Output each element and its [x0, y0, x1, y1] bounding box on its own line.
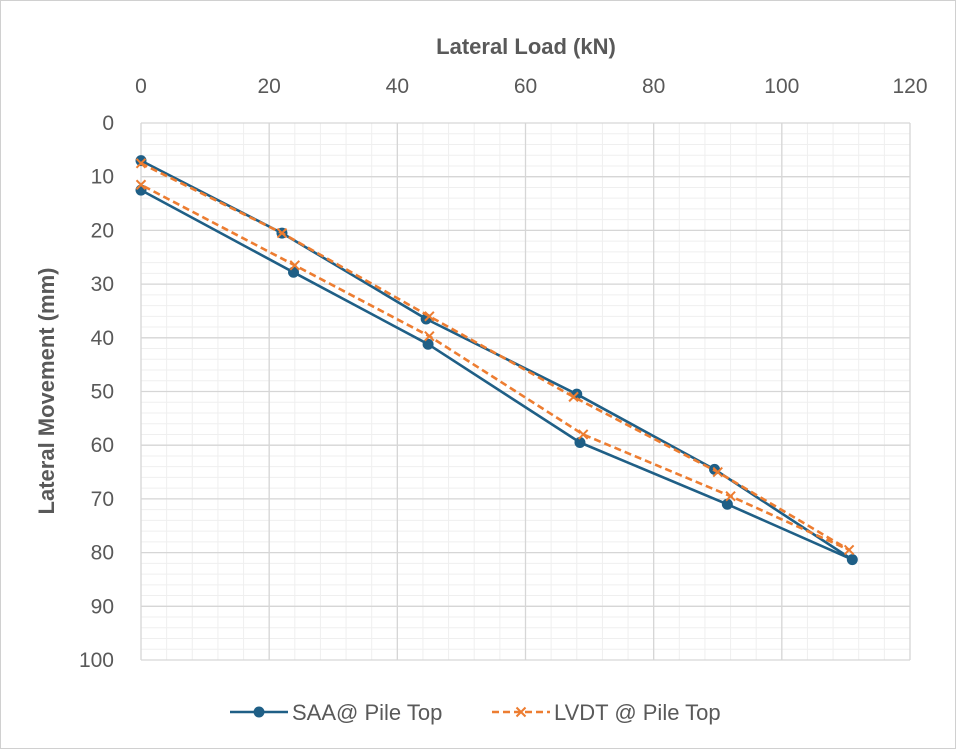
data-point — [422, 338, 434, 350]
marker-stroke — [515, 706, 527, 718]
y-tick-label: 30 — [91, 273, 114, 296]
x-tick-label: 0 — [135, 75, 147, 98]
marker-stroke — [712, 466, 723, 478]
marker-stroke — [424, 330, 435, 342]
legend: SAA@ Pile Top LVDT @ Pile Top — [230, 700, 721, 725]
data-point — [843, 544, 855, 556]
marker-stroke — [577, 429, 589, 440]
legend-swatch-marker — [253, 706, 265, 718]
x-tick-label: 20 — [257, 75, 280, 98]
y-tick-label: 80 — [91, 542, 114, 565]
y-tick-label: 50 — [91, 381, 114, 404]
data-point — [289, 260, 301, 271]
marker-stroke — [424, 311, 435, 322]
data-point — [135, 179, 147, 190]
x-tick-label: 40 — [386, 75, 409, 98]
legend-item: SAA@ Pile Top — [230, 700, 442, 725]
series-layer — [135, 155, 858, 566]
legend-item: LVDT @ Pile Top — [492, 700, 721, 725]
y-tick-label: 0 — [102, 112, 114, 135]
x-axis-title: Lateral Load (kN) — [436, 34, 616, 59]
data-point — [846, 554, 858, 566]
marker-stroke — [276, 227, 288, 239]
x-tick-label: 100 — [764, 75, 799, 98]
data-point — [712, 466, 723, 478]
data-point — [276, 227, 288, 239]
data-point — [577, 429, 589, 440]
marker-stroke — [568, 391, 579, 403]
y-tick-label: 90 — [91, 595, 114, 618]
series-line — [140, 162, 851, 552]
major-grid — [140, 122, 911, 661]
data-point — [424, 330, 435, 342]
x-tick-label: 80 — [642, 75, 665, 98]
y-tick-label: 70 — [91, 488, 114, 511]
marker-stroke — [135, 158, 147, 169]
marker-stroke — [725, 491, 736, 502]
x-tick-labels: 0 20 40 60 80 100 120 — [135, 75, 927, 98]
x-tick-label: 60 — [514, 75, 537, 98]
y-tick-label: 100 — [79, 649, 114, 672]
marker-stroke — [135, 179, 147, 190]
x-tick-label: 120 — [892, 75, 927, 98]
legend-swatch-marker — [515, 706, 527, 718]
y-tick-label: 20 — [91, 219, 114, 242]
y-tick-label: 60 — [91, 434, 114, 457]
data-point — [568, 391, 579, 403]
data-point — [725, 491, 736, 502]
marker-stroke — [289, 260, 301, 271]
y-axis-title: Lateral Movement (mm) — [34, 268, 59, 515]
marker-stroke — [843, 544, 855, 556]
series-line — [140, 159, 854, 561]
legend-label: LVDT @ Pile Top — [554, 700, 721, 725]
y-tick-label: 10 — [91, 166, 114, 189]
y-tick-labels: 0 10 20 30 40 50 60 70 80 90 100 — [79, 112, 114, 672]
legend-label: SAA@ Pile Top — [292, 700, 442, 725]
y-tick-label: 40 — [91, 327, 114, 350]
data-point — [424, 311, 435, 322]
series-lvdt — [135, 158, 855, 556]
data-point — [135, 158, 147, 169]
